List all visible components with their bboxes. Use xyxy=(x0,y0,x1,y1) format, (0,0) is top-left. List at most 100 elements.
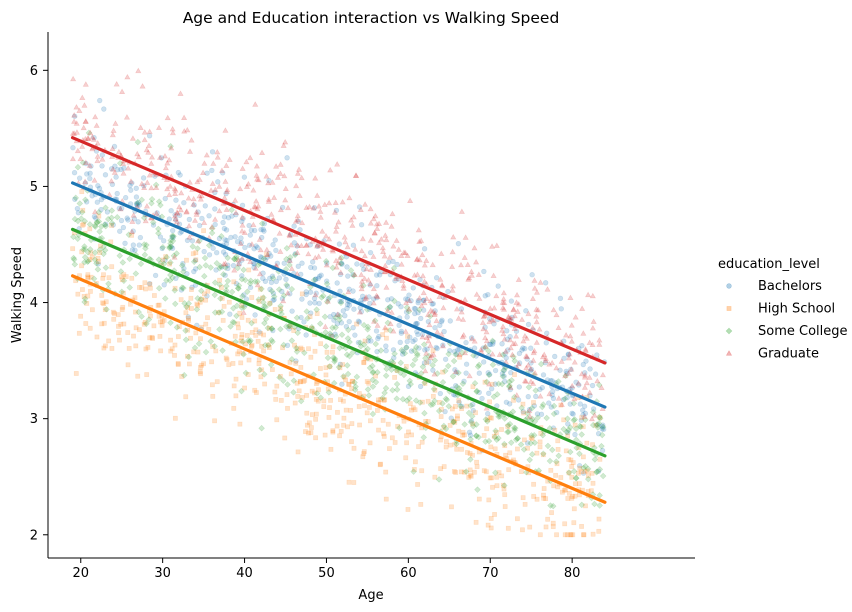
data-point xyxy=(184,257,189,263)
data-point xyxy=(322,323,329,329)
data-point xyxy=(529,436,535,442)
data-point xyxy=(158,155,165,161)
data-point xyxy=(83,321,89,326)
data-point xyxy=(245,337,252,344)
data-point xyxy=(368,418,373,424)
data-point xyxy=(495,380,502,388)
data-point xyxy=(313,276,319,282)
data-point xyxy=(440,342,446,348)
data-point xyxy=(432,387,438,393)
data-point xyxy=(555,395,562,401)
legend-entry: Bachelors xyxy=(726,279,822,294)
data-point xyxy=(308,264,314,271)
data-point xyxy=(489,381,495,387)
data-point xyxy=(282,138,289,145)
data-point xyxy=(108,207,116,214)
data-point xyxy=(84,171,90,177)
data-point xyxy=(166,277,174,284)
data-point xyxy=(453,369,460,376)
data-point xyxy=(349,386,355,392)
data-point xyxy=(570,460,576,465)
data-point xyxy=(140,214,148,222)
data-point xyxy=(108,219,116,227)
data-point xyxy=(286,254,294,261)
data-point xyxy=(568,322,575,328)
data-point xyxy=(222,237,228,243)
data-point xyxy=(167,319,174,327)
data-point xyxy=(230,319,238,326)
data-point xyxy=(298,345,304,351)
data-point xyxy=(239,315,245,320)
data-point xyxy=(351,386,359,394)
data-point xyxy=(233,253,240,260)
data-point xyxy=(411,305,418,312)
data-point xyxy=(261,220,268,227)
data-point xyxy=(327,166,334,173)
data-point xyxy=(359,235,366,242)
data-point xyxy=(566,448,574,456)
data-point xyxy=(307,420,312,426)
data-point xyxy=(281,260,287,266)
data-point xyxy=(117,228,123,234)
data-point xyxy=(580,412,586,418)
data-point xyxy=(526,456,534,464)
data-point xyxy=(362,355,368,361)
data-point xyxy=(382,219,390,225)
data-point xyxy=(595,430,602,437)
data-point xyxy=(108,166,115,172)
data-point xyxy=(500,289,508,296)
data-point xyxy=(461,469,467,475)
chart-title: Age and Education interaction vs Walking… xyxy=(183,9,560,27)
data-point xyxy=(251,261,258,267)
data-point xyxy=(87,170,93,176)
data-point xyxy=(476,370,483,376)
data-point xyxy=(277,307,285,314)
data-point xyxy=(448,415,454,421)
data-point xyxy=(188,335,193,341)
data-point xyxy=(326,199,333,206)
data-point xyxy=(403,304,411,311)
data-point xyxy=(373,328,380,334)
data-point xyxy=(490,393,498,401)
data-point xyxy=(530,357,537,363)
data-point xyxy=(342,312,348,319)
data-point xyxy=(455,315,462,321)
data-point xyxy=(365,338,371,344)
data-point xyxy=(499,351,507,359)
data-point xyxy=(251,246,257,252)
data-point xyxy=(388,366,395,374)
data-point xyxy=(124,215,130,221)
data-point xyxy=(280,292,288,299)
data-point xyxy=(278,397,284,403)
data-point xyxy=(282,196,289,203)
data-point xyxy=(260,294,267,301)
data-point xyxy=(461,378,467,384)
data-point xyxy=(223,282,230,290)
data-point xyxy=(591,500,598,508)
data-point xyxy=(443,444,449,450)
data-point xyxy=(201,160,208,166)
data-point xyxy=(512,372,517,378)
data-point xyxy=(88,289,93,294)
data-point xyxy=(582,468,588,474)
data-point xyxy=(185,314,191,320)
data-point xyxy=(361,296,367,302)
data-point xyxy=(576,481,582,487)
data-point xyxy=(261,319,268,327)
data-point xyxy=(277,161,284,167)
data-point xyxy=(323,280,331,288)
data-point xyxy=(145,345,151,350)
data-point xyxy=(544,330,550,336)
data-point xyxy=(241,276,249,284)
data-point xyxy=(277,302,284,310)
data-point xyxy=(502,504,508,509)
data-point xyxy=(207,264,215,271)
data-point xyxy=(259,234,265,241)
data-point xyxy=(494,483,500,489)
data-point xyxy=(295,218,302,224)
data-point xyxy=(161,295,169,302)
data-point xyxy=(271,296,277,303)
data-point xyxy=(239,303,245,308)
data-point xyxy=(284,342,291,349)
